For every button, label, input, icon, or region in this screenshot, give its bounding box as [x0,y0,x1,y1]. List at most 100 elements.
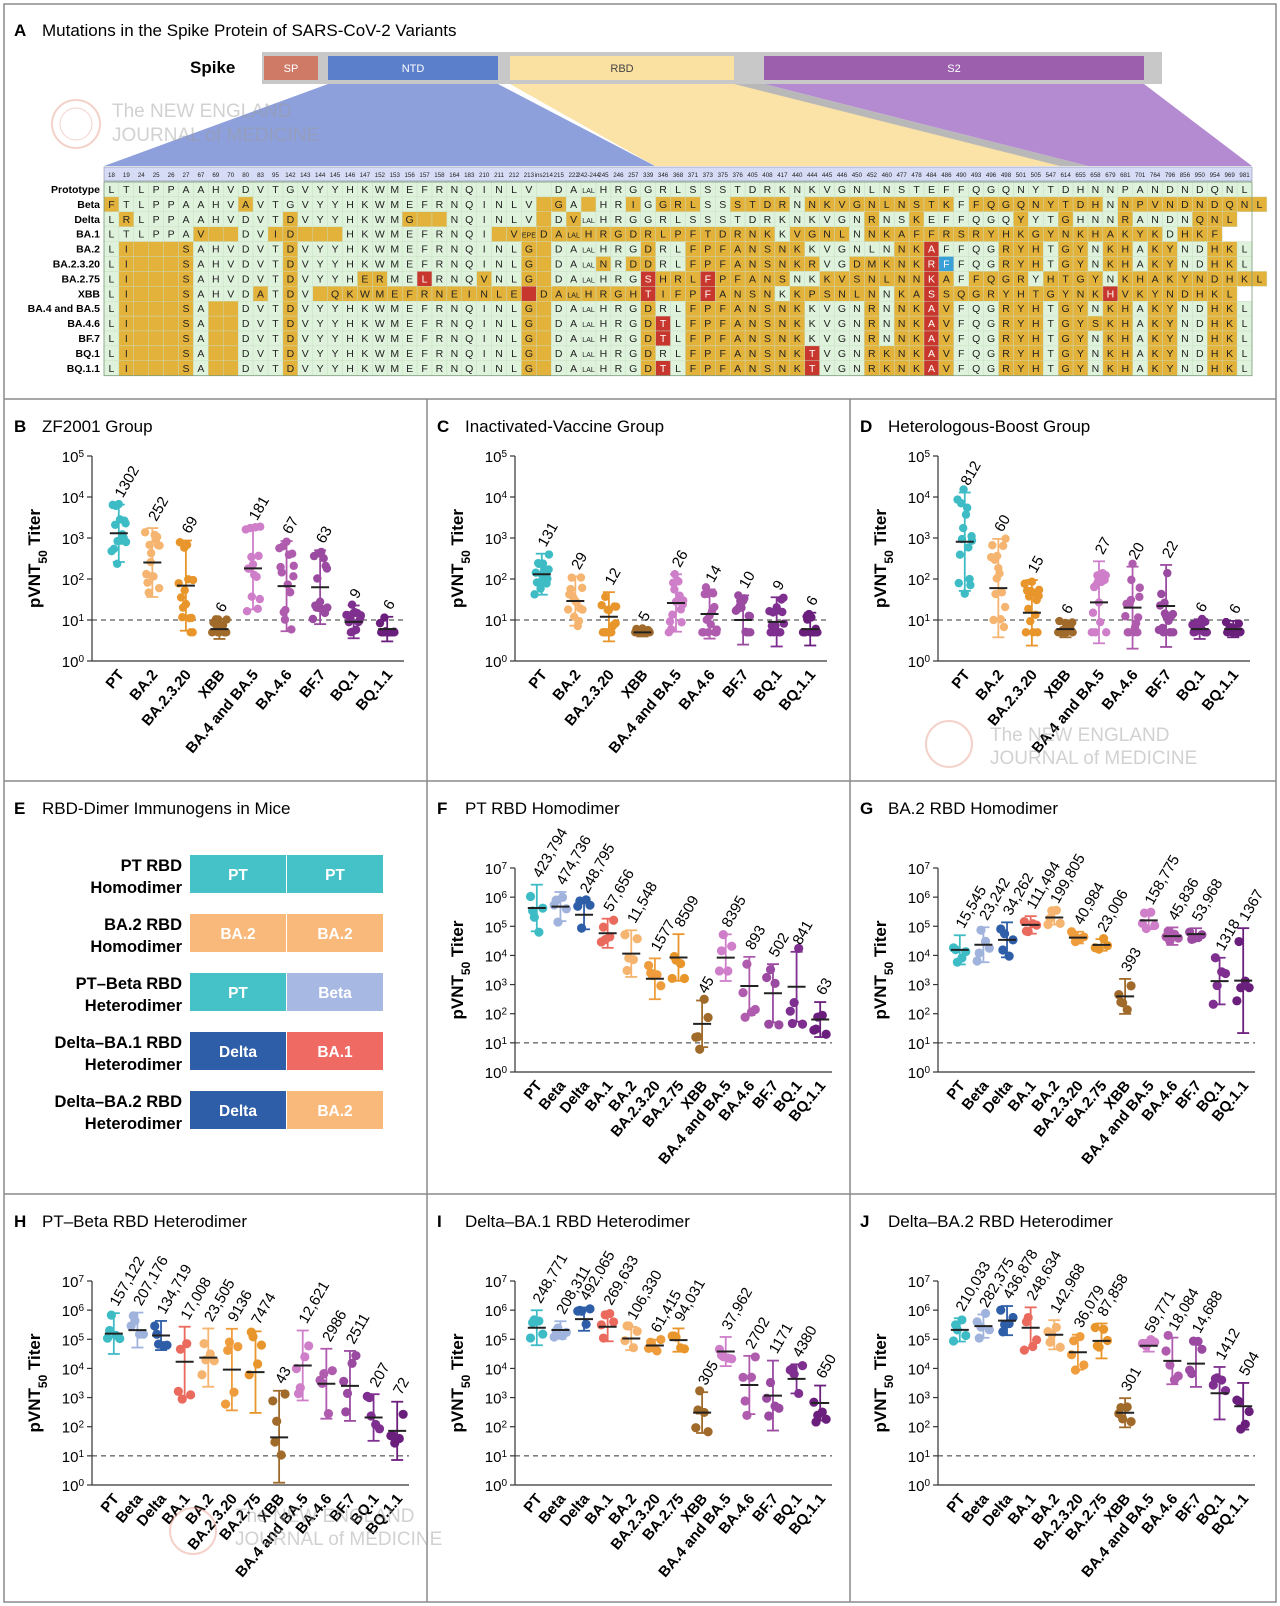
residue-label: S [645,273,652,285]
category-label: BQ.1.1 [353,667,397,714]
data-point [1126,981,1136,991]
value-label: 60 [991,512,1014,535]
data-point [1116,1402,1126,1413]
residue-label: N [1092,348,1100,360]
residue-label: N [749,259,757,271]
residue-label: A [1107,229,1114,241]
data-point [1133,613,1143,622]
watermark-mid: The NEW ENGLAND JOURNAL of MEDICINE [925,720,1197,769]
residue-label: F [705,273,711,285]
data-point [551,895,561,905]
series-xbb [268,1389,290,1484]
data-point [1126,595,1136,605]
residue-label: P [674,229,681,241]
residue-label: N [1062,229,1070,241]
residue-label: I [468,288,471,300]
residue-label: S [779,273,786,285]
residue-label: H [212,259,220,271]
data-point [1100,575,1109,585]
residue-label: N [779,303,787,315]
series-ba-1 [1019,915,1042,937]
category-label: PT [102,667,127,693]
residue-label: D [555,214,563,226]
residue-label: L [109,214,115,226]
residue-label: D [644,363,652,375]
value-label: 131 [535,520,562,550]
residue-label: N [451,184,459,196]
position-label: 157 [419,172,430,179]
value-label: 181 [246,493,273,523]
variant-label: BF.7 [78,333,100,345]
residue-label: I [125,303,128,315]
data-point [744,611,753,620]
residue-label: L [1227,288,1233,300]
residue-label: R [123,214,131,226]
series-bq-1 [1208,1366,1231,1421]
residue-label: A [1137,214,1144,226]
residue-label: A [197,244,204,256]
residue-label: N [853,244,861,256]
data-point [779,619,789,628]
value-label: 10 [736,568,759,591]
residue-label: L [511,184,517,196]
residue-label: Y [1002,288,1009,300]
data-point [609,915,619,925]
variant-label: Delta [74,214,100,226]
residue-label: Y [332,363,339,375]
residue-label: P [153,199,160,211]
residue-label: D [242,348,250,360]
residue-label: I [125,288,128,300]
residue-label: D [287,318,295,330]
residue-label: Q [465,214,473,226]
data-point [186,1390,196,1400]
residue-label: R [615,199,623,211]
residue-label: N [1181,214,1189,226]
data-point [1069,1336,1079,1346]
residue-label: D [1196,303,1204,315]
position-label: 153 [390,172,401,179]
data-point [1167,611,1176,620]
data-point [787,1018,797,1029]
data-point [955,550,965,559]
residue-label: H [346,273,354,285]
value-label: 5 [635,609,654,625]
data-point [1210,1374,1220,1384]
residue-label: N [451,199,459,211]
residue-label: I [125,363,128,375]
data-point [341,1407,351,1417]
residue-label: V [943,318,950,330]
residue-label: S [704,199,711,211]
residue-label: D [540,288,548,300]
residue-label: G [987,348,995,360]
position-label: 477 [896,172,907,179]
residue-label: K [1226,318,1233,330]
residue-label: H [1121,244,1129,256]
series-bq-1-1 [809,1384,831,1427]
residue-label: N [853,333,861,345]
residue-label: G [629,184,637,196]
data-point [740,1012,750,1022]
value-label: 8509 [671,893,702,930]
position-label: 147 [360,172,371,179]
residue-label: K [898,288,905,300]
residue-label: P [704,348,711,360]
data-point [1187,1368,1197,1379]
data-point [280,615,290,624]
residue-label: G [629,273,637,285]
residue-label: A [734,259,741,271]
mutation-cell [223,315,239,332]
y-tick-label: 107 [485,1274,508,1292]
position-label: 346 [658,172,669,179]
residue-label: A [197,199,204,211]
residue-label: K [361,303,368,315]
position-label: 257 [628,172,639,179]
residue-label: R [436,229,444,241]
residue-label: V [794,229,801,241]
residue-label: G [525,318,533,330]
data-point [727,941,737,951]
residue-label: A [749,273,756,285]
residue-label: V [227,273,234,285]
dimer-left-label: Delta [219,1044,257,1061]
residue-label: H [346,348,354,360]
residue-label: S [182,333,189,345]
